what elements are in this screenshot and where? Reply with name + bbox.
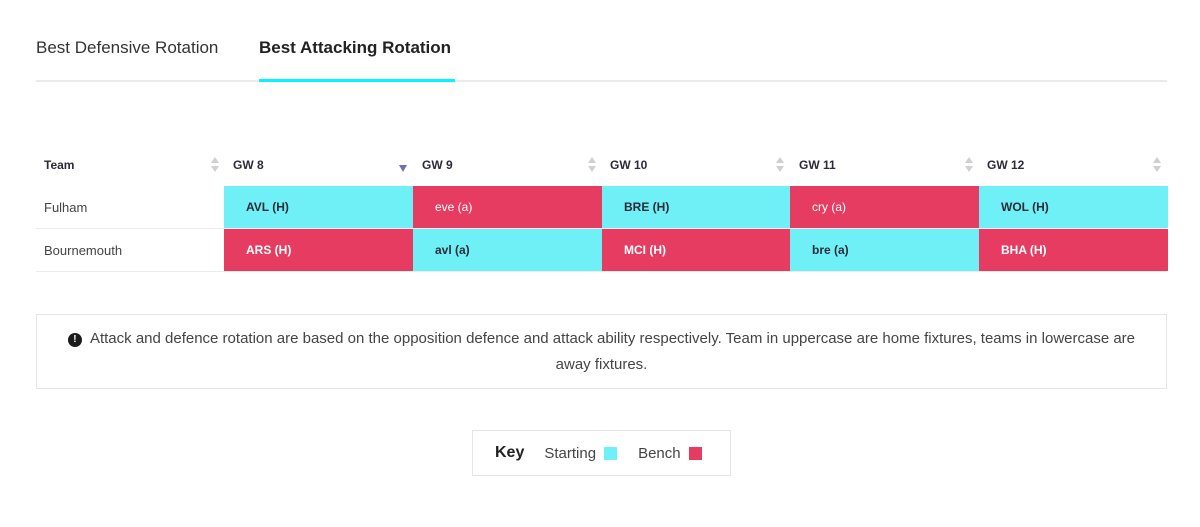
sort-descending-icon[interactable] — [399, 165, 407, 172]
tab-best-defensive-rotation[interactable]: Best Defensive Rotation — [36, 38, 219, 57]
fixture-cell: bre (a) — [790, 229, 979, 271]
info-text: Attack and defence rotation are based on… — [89, 329, 1136, 373]
fixture-cell: ARS (H) — [224, 229, 413, 271]
key-label-starting: Starting — [544, 444, 597, 462]
header-team[interactable]: Team — [44, 157, 75, 172]
fixture-cell: BHA (H) — [979, 229, 1168, 271]
fixture-cell: BRE (H) — [602, 186, 791, 228]
rotation-table: Team GW 8 GW 9 GW 10 GW 11 GW 12 Fulham … — [36, 143, 1168, 272]
key-label-bench: Bench — [638, 444, 681, 462]
active-tab-indicator — [259, 79, 455, 82]
fixture-cell: cry (a) — [790, 186, 979, 228]
sort-icon[interactable] — [965, 157, 973, 173]
info-box: ! Attack and defence rotation are based o… — [36, 314, 1167, 389]
sort-icon[interactable] — [1153, 157, 1161, 173]
bench-swatch — [688, 446, 702, 460]
exclamation-circle-icon: ! — [67, 332, 82, 347]
tab-best-attacking-rotation[interactable]: Best Attacking Rotation — [259, 38, 452, 57]
sort-icon[interactable] — [588, 157, 596, 173]
header-gw10[interactable]: GW 10 — [610, 157, 648, 172]
header-gw12[interactable]: GW 12 — [987, 157, 1025, 172]
team-name: Fulham — [44, 200, 88, 215]
header-gw11[interactable]: GW 11 — [799, 157, 836, 172]
sort-icon[interactable] — [776, 157, 784, 173]
fixture-cell: MCI (H) — [602, 229, 791, 271]
table-header-row: Team GW 8 GW 9 GW 10 GW 11 GW 12 — [36, 143, 1167, 186]
legend-key: Key Starting Bench — [472, 430, 731, 476]
fixture-cell: AVL (H) — [224, 186, 413, 228]
key-item-starting: Starting — [544, 444, 618, 462]
rotation-tabs: Best Defensive Rotation Best Attacking R… — [36, 0, 1167, 82]
team-name: Bournemouth — [44, 243, 123, 258]
fixture-cell: avl (a) — [413, 229, 602, 271]
header-gw9[interactable]: GW 9 — [422, 157, 453, 172]
sort-icon[interactable] — [211, 157, 219, 173]
header-gw8[interactable]: GW 8 — [233, 157, 264, 172]
table-row: Bournemouth ARS (H) avl (a) MCI (H) bre … — [36, 229, 1168, 272]
key-title: Key — [495, 444, 525, 461]
fixture-cell: eve (a) — [413, 186, 602, 228]
fixture-cell: WOL (H) — [979, 186, 1168, 228]
starting-swatch — [604, 446, 618, 460]
info-message: ! Attack and defence rotation are based o… — [67, 326, 1136, 378]
table-row: Fulham AVL (H) eve (a) BRE (H) cry (a) W… — [36, 186, 1168, 229]
key-item-bench: Bench — [638, 445, 702, 462]
